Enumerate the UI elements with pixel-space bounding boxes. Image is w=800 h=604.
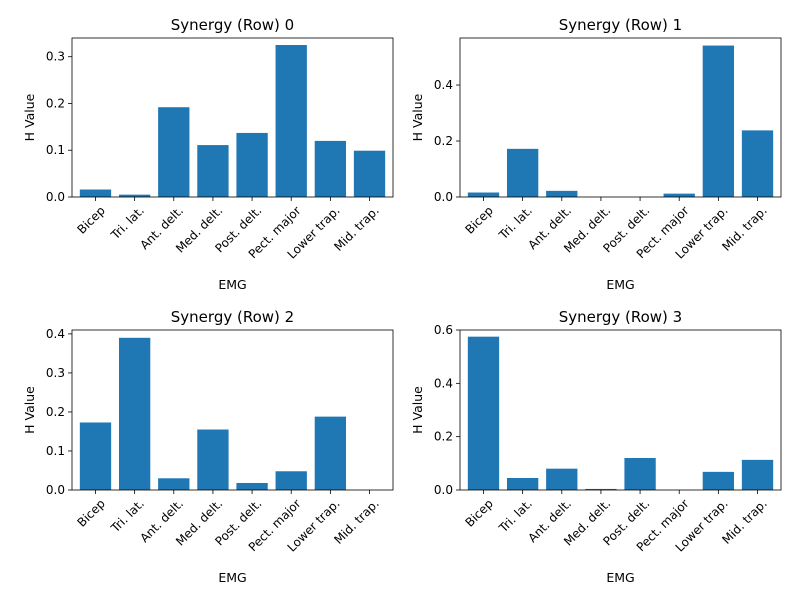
bar-7 xyxy=(741,130,774,197)
bar-0 xyxy=(467,192,500,197)
bar-7 xyxy=(741,459,774,490)
bar-6 xyxy=(314,140,347,197)
x-tick-label: Tri. lat. xyxy=(108,203,147,242)
y-tick-label: 0.2 xyxy=(46,405,65,419)
y-tick-label: 0.4 xyxy=(434,376,453,390)
bar-6 xyxy=(314,416,347,490)
bar-7 xyxy=(353,150,386,197)
bar-4 xyxy=(624,458,656,490)
y-tick-label: 0.2 xyxy=(434,430,453,444)
axes-frame xyxy=(71,37,394,198)
x-axis-label: EMG xyxy=(218,570,246,585)
bar-2 xyxy=(546,468,578,490)
bar-1 xyxy=(506,478,539,490)
bar-3 xyxy=(197,429,229,490)
axes-frame xyxy=(71,329,394,491)
y-axis-label: H Value xyxy=(410,93,425,141)
y-tick-label: 0.1 xyxy=(46,444,65,458)
bar-5 xyxy=(663,193,695,197)
y-tick-label: 0.4 xyxy=(434,78,453,92)
x-tick-label: Tri. lat. xyxy=(496,203,535,242)
subplot-title: Synergy (Row) 0 xyxy=(171,16,294,34)
y-axis-label: H Value xyxy=(22,386,37,434)
bar-1 xyxy=(506,148,539,197)
x-tick-label: Tri. lat. xyxy=(108,496,147,535)
bar-0 xyxy=(79,189,112,197)
x-axis-label: EMG xyxy=(606,570,634,585)
bar-6 xyxy=(702,45,735,197)
y-tick-label: 0.0 xyxy=(434,483,453,497)
x-tick-label: Bicep xyxy=(74,203,107,236)
bar-3 xyxy=(585,488,617,490)
axes-frame xyxy=(459,37,782,198)
subplot-title: Synergy (Row) 3 xyxy=(559,308,682,326)
y-axis-label: H Value xyxy=(22,93,37,141)
x-axis-label: EMG xyxy=(218,277,246,292)
bar-4 xyxy=(236,482,268,490)
bar-2 xyxy=(158,478,190,490)
x-tick-label: Tri. lat. xyxy=(496,496,535,535)
y-axis-label: H Value xyxy=(410,386,425,434)
bar-4 xyxy=(236,132,268,197)
y-tick-label: 0.0 xyxy=(434,190,453,204)
y-tick-label: 0.0 xyxy=(46,483,65,497)
y-tick-label: 0.1 xyxy=(46,143,65,157)
bar-2 xyxy=(546,190,578,197)
bar-6 xyxy=(702,471,735,490)
subplot-title: Synergy (Row) 1 xyxy=(559,16,682,34)
y-tick-label: 0.0 xyxy=(46,190,65,204)
axes-frame xyxy=(459,329,782,491)
subplot-title: Synergy (Row) 2 xyxy=(171,308,294,326)
bar-1 xyxy=(118,194,151,197)
y-tick-label: 0.2 xyxy=(46,96,65,110)
bar-5 xyxy=(275,45,307,197)
x-axis-label: EMG xyxy=(606,277,634,292)
y-tick-label: 0.3 xyxy=(46,50,65,64)
y-tick-label: 0.4 xyxy=(46,327,65,341)
x-tick-label: Bicep xyxy=(462,203,495,236)
x-tick-label: Bicep xyxy=(74,496,107,529)
bar-0 xyxy=(79,422,112,490)
bar-5 xyxy=(275,471,307,490)
bar-3 xyxy=(197,145,229,197)
bar-0 xyxy=(467,336,500,490)
x-tick-label: Bicep xyxy=(462,496,495,529)
y-tick-label: 0.2 xyxy=(434,134,453,148)
bar-1 xyxy=(118,337,151,490)
y-tick-label: 0.6 xyxy=(434,323,453,337)
y-tick-label: 0.3 xyxy=(46,366,65,380)
bar-2 xyxy=(158,107,190,197)
